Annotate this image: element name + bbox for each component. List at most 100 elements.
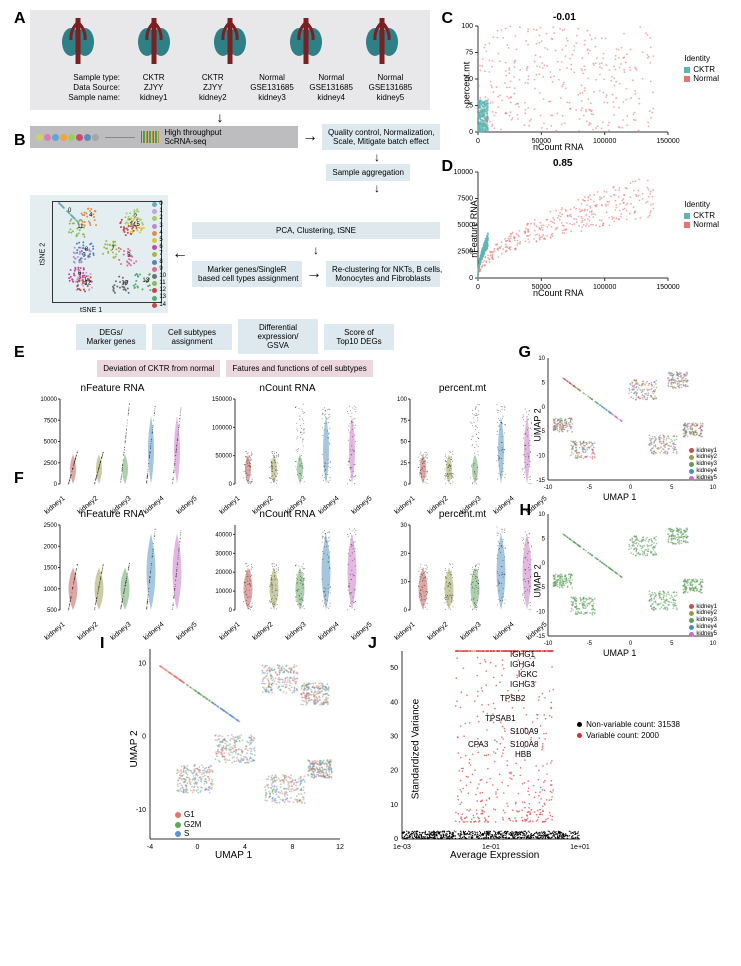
label-F: F — [14, 470, 24, 488]
svg-text:5000: 5000 — [44, 440, 58, 446]
svg-text:0: 0 — [68, 208, 72, 214]
kidney-icon — [361, 16, 403, 71]
svg-text:2500: 2500 — [44, 461, 58, 467]
svg-text:0: 0 — [629, 485, 633, 491]
svg-text:5: 5 — [542, 536, 546, 542]
svg-text:5: 5 — [542, 380, 546, 386]
svg-text:30: 30 — [400, 523, 407, 529]
svg-text:30000: 30000 — [215, 551, 232, 557]
svg-text:2000: 2000 — [44, 544, 58, 550]
svg-text:-10: -10 — [536, 454, 545, 460]
svg-text:150000: 150000 — [212, 397, 233, 403]
svg-text:6: 6 — [78, 271, 82, 277]
step-dev: Deviation of CKTR from normal — [97, 360, 220, 377]
svg-text:40000: 40000 — [215, 532, 232, 538]
kidney-icon — [285, 16, 327, 71]
svg-text:14: 14 — [129, 223, 136, 229]
panel-I: UMAP 2 UMAP 1 -404812-10010 G1G2MS — [120, 639, 350, 859]
seq-bar: High throughput ScRNA-seq — [30, 126, 298, 148]
svg-text:-15: -15 — [536, 478, 545, 484]
svg-text:-10: -10 — [536, 610, 545, 616]
svg-text:0: 0 — [476, 284, 480, 291]
tsne-mini: tSNE 2 tSNE 1 01234567891011121314 01234… — [30, 195, 168, 313]
svg-text:0: 0 — [476, 138, 480, 145]
step-marker: Marker genes/SingleR based cell types as… — [192, 261, 302, 287]
svg-text:10: 10 — [121, 281, 128, 287]
svg-text:0: 0 — [229, 482, 233, 488]
svg-text:100: 100 — [461, 23, 473, 30]
svg-text:-5: -5 — [587, 485, 593, 491]
svg-text:500: 500 — [47, 608, 58, 614]
svg-text:0: 0 — [404, 482, 408, 488]
step-de: Differential expression/ GSVA — [238, 319, 318, 354]
panel-D: 0.85 nFeature RNA nCount RNA 05000010000… — [443, 160, 723, 298]
kidney-icon — [133, 16, 175, 71]
svg-text:10: 10 — [400, 580, 407, 586]
step-pca: PCA, Clustering, tSNE — [192, 222, 440, 239]
svg-text:20: 20 — [400, 551, 407, 557]
svg-text:7500: 7500 — [44, 418, 58, 424]
svg-text:0: 0 — [404, 608, 408, 614]
svg-text:7: 7 — [111, 246, 115, 252]
svg-text:50000: 50000 — [215, 454, 232, 460]
svg-text:8: 8 — [85, 247, 89, 253]
umap-GH: UMAP 2 UMAP 1 -10-50510-15-10-50510 kidn… — [523, 350, 723, 662]
svg-text:100000: 100000 — [212, 425, 233, 431]
svg-text:75: 75 — [465, 50, 473, 57]
arrow-down: ↓ — [210, 110, 230, 124]
panel-G: UMAP 2 UMAP 1 -10-50510-15-10-50510 kidn… — [523, 350, 723, 500]
title-C: -0.01 — [553, 12, 576, 23]
svg-text:50: 50 — [400, 440, 407, 446]
panel-C: -0.01 percent.mt nCount RNA 050000100000… — [443, 14, 723, 152]
svg-text:-10: -10 — [544, 485, 553, 491]
svg-text:100: 100 — [397, 397, 408, 403]
svg-text:150000: 150000 — [656, 284, 679, 291]
xlab-D: nCount RNA — [533, 288, 584, 298]
svg-text:10: 10 — [538, 512, 545, 518]
panel-A: Sample type:Data Source:Sample name:CKTR… — [30, 10, 430, 110]
svg-text:150000: 150000 — [656, 138, 679, 145]
label-E: E — [14, 344, 25, 362]
svg-text:75: 75 — [400, 418, 407, 424]
svg-text:10000: 10000 — [40, 397, 57, 403]
svg-text:1500: 1500 — [44, 566, 58, 572]
panel-J: Standardized Variance Average Expression… — [370, 639, 680, 859]
svg-text:25: 25 — [400, 461, 407, 467]
svg-text:0: 0 — [229, 608, 233, 614]
svg-text:0: 0 — [469, 275, 473, 282]
step-qc: Quality control, Normalization, Scale, M… — [322, 124, 440, 150]
svg-text:20000: 20000 — [215, 570, 232, 576]
seq-label: High throughput ScRNA-seq — [165, 128, 222, 146]
step-subtype: Cell subtypes assignment — [152, 324, 232, 350]
title-D: 0.85 — [553, 158, 572, 169]
svg-text:5: 5 — [670, 485, 674, 491]
svg-text:4: 4 — [89, 213, 93, 219]
kidney-icon — [209, 16, 251, 71]
svg-text:10: 10 — [538, 356, 545, 362]
panel-H: UMAP 2 UMAP 1 -10-50510-15-10-50510 kidn… — [523, 506, 723, 656]
step-degs: DEGs/ Marker genes — [76, 324, 146, 350]
svg-text:10: 10 — [710, 641, 717, 647]
step-agg: Sample aggregation — [326, 164, 410, 181]
svg-text:1000: 1000 — [44, 587, 58, 593]
label-A: A — [14, 10, 26, 28]
svg-text:2500: 2500 — [44, 523, 58, 529]
svg-text:0: 0 — [54, 482, 58, 488]
kidney-icon — [57, 16, 99, 71]
svg-text:12: 12 — [84, 280, 91, 286]
svg-text:11: 11 — [77, 224, 84, 230]
label-B: B — [14, 132, 26, 150]
step-score: Score of Top10 DEGs — [324, 324, 394, 350]
svg-text:100000: 100000 — [593, 284, 616, 291]
ylab-C: percent.mt — [461, 62, 471, 105]
step-recluster: Re-clustering for NKTs, B cells, Monocyt… — [326, 261, 440, 287]
svg-text:13: 13 — [142, 278, 149, 284]
label-I: I — [100, 635, 104, 653]
svg-text:10000: 10000 — [454, 169, 474, 176]
step-feat: Fatures and functions of cell subtypes — [226, 360, 372, 377]
svg-text:100000: 100000 — [593, 138, 616, 145]
svg-text:0: 0 — [469, 129, 473, 136]
svg-text:10000: 10000 — [215, 589, 232, 595]
xlab-C: nCount RNA — [533, 142, 584, 152]
svg-text:5: 5 — [137, 222, 141, 228]
